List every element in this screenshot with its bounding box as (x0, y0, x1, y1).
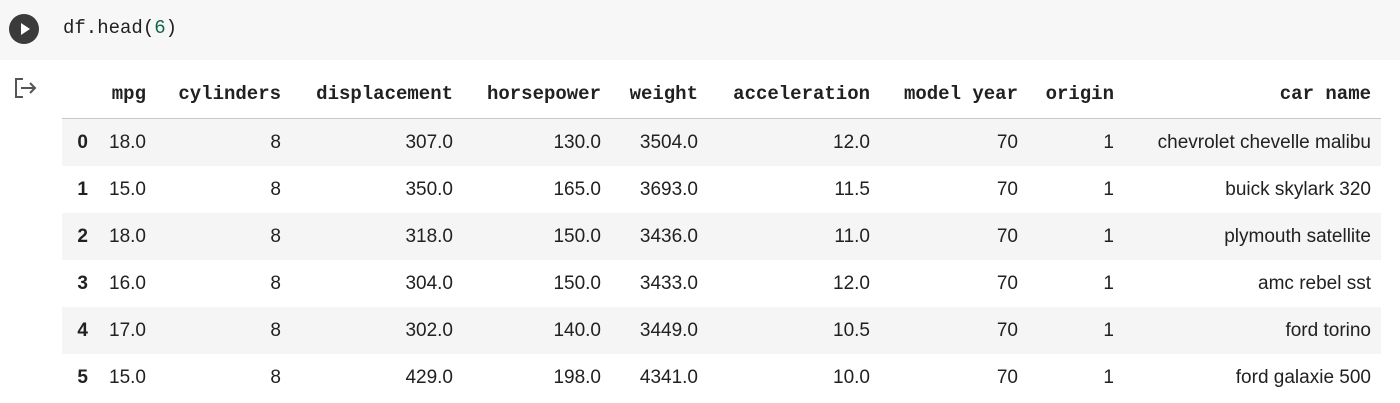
table-cell: 3433.0 (639, 272, 698, 294)
table-cell: ford galaxie 500 (1235, 366, 1371, 388)
table-cell: 3449.0 (639, 319, 698, 341)
column-header: displacement (291, 70, 463, 119)
table-cell: 198.0 (553, 366, 601, 388)
table-cell: 3693.0 (639, 178, 698, 200)
run-cell-button[interactable] (9, 14, 39, 44)
table-cell: chevrolet chevelle malibu (1157, 131, 1371, 153)
table-cell: 70 (996, 178, 1018, 200)
table-cell: 130.0 (553, 131, 601, 153)
output-arrow-icon[interactable] (14, 77, 38, 99)
table-cell: 1 (1103, 225, 1114, 247)
dataframe-table: mpg cylinders displacement horsepower weight… (62, 70, 1381, 401)
code-close-paren: ) (165, 17, 178, 39)
table-body: 0 18.0 8 307.0 130.0 3504.0 12.0 70 1 chevrolet c… (62, 118, 1381, 401)
row-index: 3 (77, 272, 88, 294)
row-index: 4 (77, 319, 88, 341)
column-header: acceleration (708, 70, 880, 119)
table-cell: 1 (1103, 272, 1114, 294)
table-cell: 15.0 (109, 178, 146, 200)
table-cell: 1 (1103, 178, 1114, 200)
index-header (62, 70, 98, 119)
table-row: 5 15.0 8 429.0 198.0 4341.0 10.0 70 1 ford galaxi… (62, 354, 1381, 401)
code-editor[interactable]: df.head(6) (63, 17, 177, 39)
code-argument: 6 (154, 17, 166, 39)
table-cell: 70 (996, 225, 1018, 247)
table-cell: 18.0 (109, 131, 146, 153)
code-cell[interactable]: df.head(6) (0, 0, 1400, 60)
table-cell: 18.0 (109, 225, 146, 247)
table-cell: 12.0 (833, 131, 870, 153)
table-cell: buick skylark 320 (1225, 178, 1371, 200)
table-row: 0 18.0 8 307.0 130.0 3504.0 12.0 70 1 chevrolet c… (62, 118, 1381, 166)
column-header: weight (611, 70, 708, 119)
table-cell: 307.0 (405, 131, 453, 153)
table-cell: 429.0 (405, 366, 453, 388)
table-cell: 4341.0 (639, 366, 698, 388)
table-cell: 8 (270, 178, 281, 200)
table-cell: 70 (996, 131, 1018, 153)
table-cell: 8 (270, 131, 281, 153)
table-cell: 1 (1103, 366, 1114, 388)
table-header-row: mpg cylinders displacement horsepower weight… (62, 70, 1381, 119)
table-cell: 150.0 (553, 225, 601, 247)
table-row: 1 15.0 8 350.0 165.0 3693.0 11.5 70 1 buick skyla… (62, 166, 1381, 213)
table-cell: 8 (270, 366, 281, 388)
column-header: horsepower (463, 70, 611, 119)
table-cell: 70 (996, 272, 1018, 294)
table-cell: 150.0 (553, 272, 601, 294)
column-header: origin (1028, 70, 1124, 119)
table-cell: 302.0 (405, 319, 453, 341)
table-row: 4 17.0 8 302.0 140.0 3449.0 10.5 70 1 ford torino (62, 307, 1381, 354)
column-header: car name (1124, 70, 1381, 119)
row-index: 0 (77, 131, 88, 153)
table-cell: 12.0 (833, 272, 870, 294)
table-cell: 8 (270, 319, 281, 341)
table-cell: 11.0 (834, 225, 870, 247)
table-cell: 8 (270, 272, 281, 294)
table-cell: 70 (996, 319, 1018, 341)
row-index: 1 (77, 178, 88, 200)
table-cell: plymouth satellite (1224, 225, 1371, 247)
table-cell: 11.5 (834, 178, 870, 200)
table-cell: 15.0 (109, 366, 146, 388)
table-cell: 1 (1103, 319, 1114, 341)
table-cell: 10.5 (833, 319, 870, 341)
table-cell: 8 (270, 225, 281, 247)
table-cell: 3504.0 (639, 131, 698, 153)
table-row: 3 16.0 8 304.0 150.0 3433.0 12.0 70 1 amc rebel s… (62, 260, 1381, 307)
play-icon (21, 23, 30, 35)
table-cell: 3436.0 (639, 225, 698, 247)
table-cell: 10.0 (833, 366, 870, 388)
table-cell: 350.0 (405, 178, 453, 200)
column-header: cylinders (156, 70, 291, 119)
table-cell: 165.0 (553, 178, 601, 200)
table-cell: 16.0 (109, 272, 146, 294)
row-index: 2 (77, 225, 88, 247)
table-cell: amc rebel sst (1258, 272, 1371, 294)
table-cell: 304.0 (405, 272, 453, 294)
code-function: df.head( (63, 17, 155, 39)
table-cell: ford torino (1285, 319, 1371, 341)
row-index: 5 (77, 366, 88, 388)
table-row: 2 18.0 8 318.0 150.0 3436.0 11.0 70 1 plymouth sa… (62, 213, 1381, 260)
table-cell: 17.0 (109, 319, 146, 341)
table-cell: 70 (996, 366, 1018, 388)
table-cell: 318.0 (405, 225, 453, 247)
column-header: mpg (98, 70, 156, 119)
table-cell: 1 (1103, 131, 1114, 153)
column-header: model year (880, 70, 1028, 119)
table-cell: 140.0 (553, 319, 601, 341)
